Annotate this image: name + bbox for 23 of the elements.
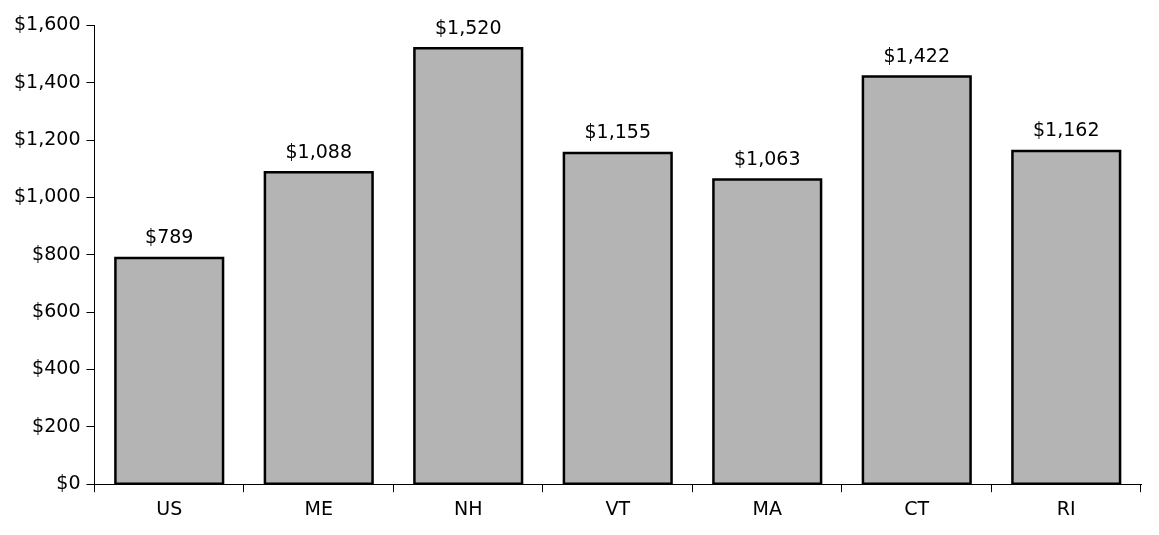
data-label: $1,422	[883, 43, 950, 66]
y-tick-label: $1,400	[14, 69, 81, 92]
data-label: $1,088	[285, 139, 352, 162]
x-tick-label: US	[156, 496, 183, 519]
y-tick-label: $600	[32, 299, 81, 322]
x-tick-label: VT	[605, 496, 631, 519]
data-label: $789	[145, 225, 194, 248]
y-tick-label: $400	[32, 356, 81, 379]
y-tick-label: $1,000	[14, 184, 81, 207]
data-label: $1,162	[1033, 118, 1100, 141]
x-tick-label: ME	[304, 496, 333, 519]
y-tick-label: $0	[56, 471, 81, 494]
y-tick-label: $200	[32, 413, 81, 436]
data-label: $1,155	[584, 120, 651, 143]
x-tick-label: RI	[1056, 496, 1076, 519]
data-label: $1,063	[734, 146, 801, 169]
data-label: $1,520	[435, 15, 502, 38]
y-tick-label: $1,600	[14, 12, 81, 35]
x-tick-label: CT	[904, 496, 930, 519]
x-tick-label: NH	[453, 496, 483, 519]
x-tick-label: MA	[752, 496, 782, 519]
y-tick-label: $800	[32, 241, 81, 264]
y-tick-label: $1,200	[14, 127, 81, 150]
